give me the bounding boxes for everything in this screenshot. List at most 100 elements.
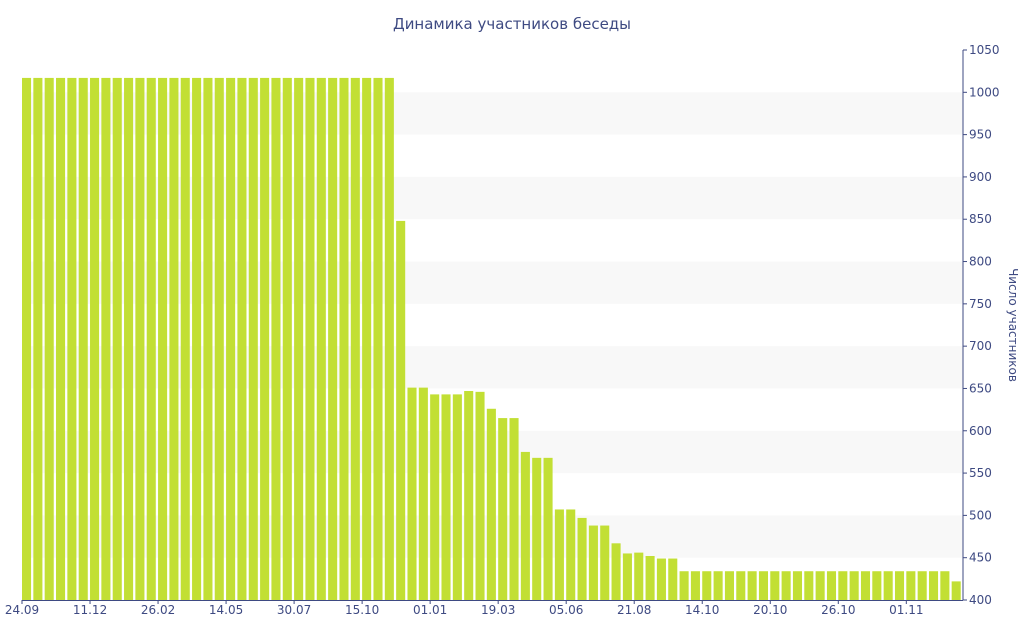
bar xyxy=(815,571,825,600)
bar xyxy=(328,77,338,601)
bar xyxy=(33,77,43,601)
bar xyxy=(566,509,576,600)
bar xyxy=(792,571,803,600)
bar xyxy=(906,571,916,600)
y-tick-label: 900 xyxy=(969,170,992,184)
bar xyxy=(67,77,77,601)
bar xyxy=(294,77,304,601)
bar xyxy=(124,77,134,601)
bar xyxy=(384,77,394,601)
bar xyxy=(475,391,485,600)
bar xyxy=(112,77,122,601)
y-tick-label: 700 xyxy=(969,339,992,353)
bar xyxy=(747,571,757,600)
bar xyxy=(600,525,610,600)
bar xyxy=(872,571,882,600)
chart-title: Динамика участников беседы xyxy=(393,15,631,33)
bar xyxy=(690,571,700,600)
bar xyxy=(282,77,292,601)
bar xyxy=(860,571,871,600)
bar xyxy=(736,571,746,600)
axes: 400 450 500 550 600 650 700 750 800 850 900 950 1000… xyxy=(5,43,1000,617)
y-tick-label: 800 xyxy=(969,255,992,269)
bar xyxy=(90,77,100,601)
bar xyxy=(611,543,621,600)
bar xyxy=(588,525,598,600)
bar xyxy=(418,387,428,600)
bar xyxy=(838,571,848,600)
bar xyxy=(770,571,780,600)
y-tick-label: 450 xyxy=(969,551,992,565)
y-tick-label: 850 xyxy=(969,212,992,226)
bar xyxy=(180,77,190,601)
bar xyxy=(758,571,768,600)
grid-band xyxy=(22,92,963,135)
y-tick-label: 750 xyxy=(969,297,992,311)
bar xyxy=(883,571,893,600)
x-tick-label: 19.03 xyxy=(481,603,515,617)
bar xyxy=(679,571,689,600)
bar xyxy=(237,77,247,601)
bar xyxy=(169,77,179,601)
bar xyxy=(260,77,270,601)
bar xyxy=(622,553,632,600)
bar xyxy=(668,558,678,600)
bar xyxy=(543,457,553,600)
x-tick-label: 11.12 xyxy=(73,603,107,617)
bar xyxy=(532,457,542,600)
bar xyxy=(226,77,236,601)
x-tick-label: 01.01 xyxy=(413,603,447,617)
bar xyxy=(316,77,326,601)
x-tick-label: 21.08 xyxy=(617,603,651,617)
y-axis-label: Число участников xyxy=(1006,268,1020,382)
bar xyxy=(305,77,315,601)
y-tick-label: 500 xyxy=(969,508,992,522)
bar xyxy=(894,571,905,600)
bar xyxy=(577,517,587,600)
bar xyxy=(724,571,734,600)
x-tick-label: 26.10 xyxy=(821,603,855,617)
x-tick-label: 14.05 xyxy=(209,603,243,617)
bar xyxy=(101,77,111,601)
x-tick-label: 01.11 xyxy=(889,603,923,617)
grid-band xyxy=(22,261,963,304)
bar xyxy=(373,77,383,601)
bar xyxy=(554,509,564,600)
bar xyxy=(656,558,666,600)
bar xyxy=(407,387,417,600)
y-tick-label: 1050 xyxy=(969,43,1000,57)
bar xyxy=(464,391,474,600)
bar xyxy=(430,394,440,600)
bar xyxy=(396,220,406,601)
bars xyxy=(22,77,961,601)
grid-band xyxy=(22,176,963,220)
bar xyxy=(214,77,224,601)
x-tick-label: 30.07 xyxy=(277,603,311,617)
bar xyxy=(135,77,145,601)
bar xyxy=(645,556,655,600)
bar xyxy=(350,77,360,601)
x-tick-label: 15.10 xyxy=(345,603,379,617)
bar xyxy=(486,408,496,600)
bar xyxy=(826,571,837,600)
grid-band xyxy=(22,346,963,389)
x-tick-label: 05.06 xyxy=(549,603,583,617)
bar xyxy=(804,571,814,600)
grid-bands xyxy=(22,92,963,558)
bar xyxy=(203,77,213,601)
bar xyxy=(441,394,451,600)
y-tick-label: 650 xyxy=(969,381,992,395)
bar xyxy=(702,571,712,600)
bar xyxy=(44,77,54,601)
x-tick-label: 14.10 xyxy=(685,603,719,617)
bar xyxy=(192,77,202,601)
bar xyxy=(158,77,168,601)
bar xyxy=(498,418,508,600)
bar xyxy=(452,394,462,600)
bar xyxy=(146,77,156,601)
bar xyxy=(713,571,723,600)
bar xyxy=(56,77,66,601)
bar xyxy=(78,77,88,601)
